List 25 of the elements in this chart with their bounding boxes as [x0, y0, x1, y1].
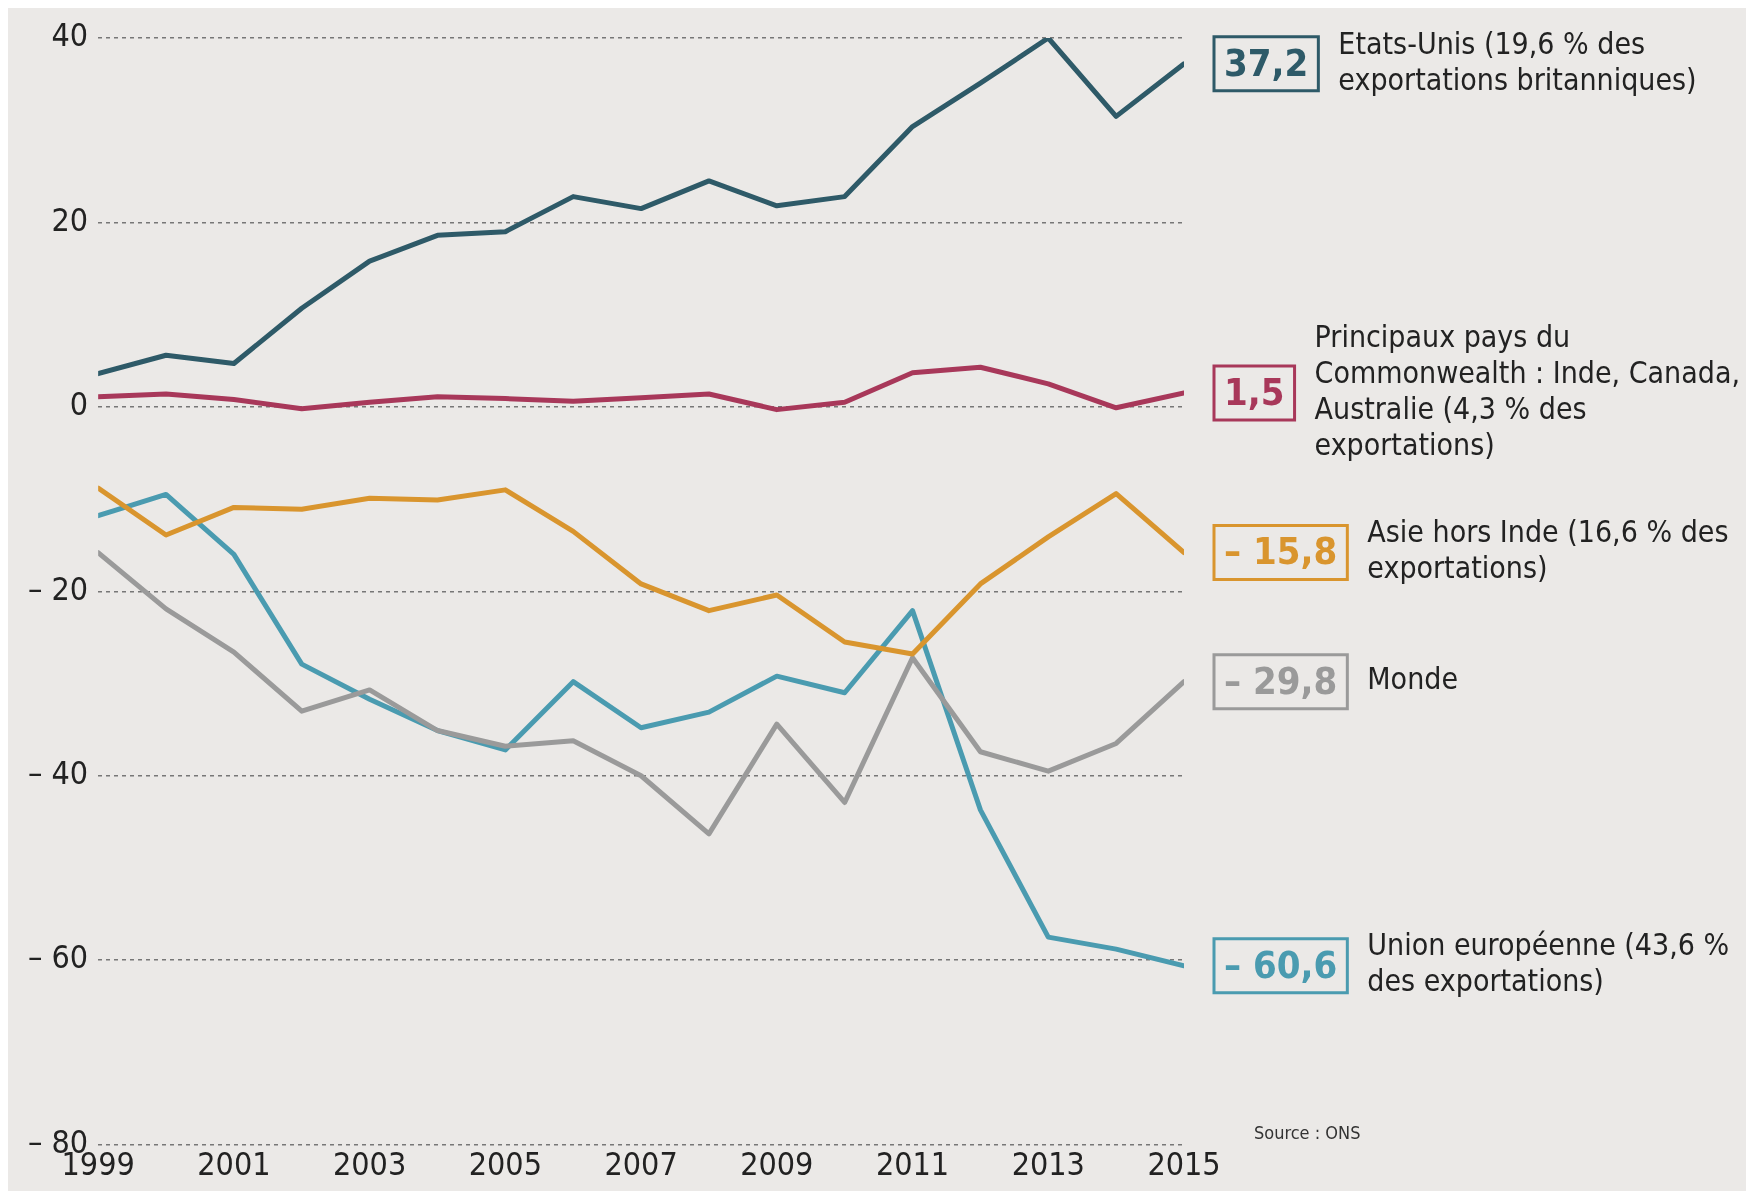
y-tick-label: – 20: [28, 569, 89, 608]
x-tick-label: 2013: [1011, 1145, 1085, 1184]
data-label: – 60,6: [1224, 942, 1338, 987]
x-tick-label: 2009: [740, 1145, 814, 1184]
legend-label: Union européenne (43,6 % des exportations): [1367, 927, 1730, 999]
y-tick-label: – 60: [28, 938, 89, 977]
x-tick-label: 2015: [1147, 1145, 1221, 1184]
source-note: Source : ONS: [1254, 1122, 1361, 1144]
y-tick-label: – 40: [28, 754, 89, 793]
x-tick-label: 2001: [197, 1145, 271, 1184]
data-label: 37,2: [1224, 40, 1309, 85]
legend-label: Monde: [1367, 661, 1458, 697]
y-tick-label: 40: [51, 16, 89, 55]
x-tick-label: 2003: [332, 1145, 407, 1184]
data-label: 1,5: [1224, 369, 1285, 414]
x-tick-label: 2011: [875, 1145, 950, 1184]
x-tick-label: 2005: [468, 1145, 542, 1184]
data-label: – 15,8: [1224, 529, 1338, 574]
legend-label: Principaux pays du Commonwealth : Inde, Canada, Australie (4,3 % des exportations): [1314, 318, 1741, 462]
legend-label: Asie hors Inde (16,6 % des exportations): [1367, 514, 1729, 586]
x-tick-label: 2007: [604, 1145, 678, 1184]
legend-label: Etats-Unis (19,6 % des exportations britanniques): [1338, 25, 1697, 97]
data-label: – 29,8: [1224, 658, 1338, 703]
y-tick-label: 0: [69, 385, 89, 424]
y-tick-label: 20: [51, 200, 89, 239]
